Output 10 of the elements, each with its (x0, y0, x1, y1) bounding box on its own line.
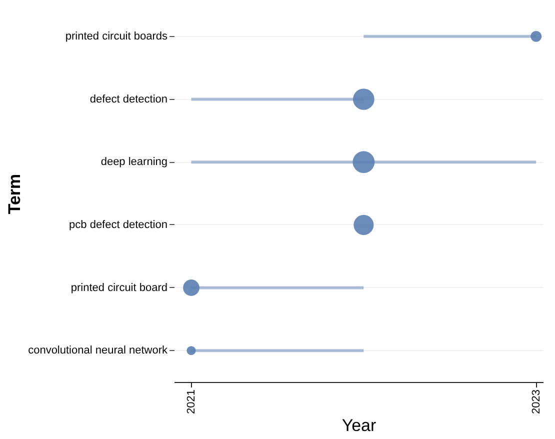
y-tick-label: printed circuit boards (65, 30, 168, 42)
x-axis-title: Year (342, 416, 377, 435)
y-tick-label: deep learning (100, 156, 168, 168)
y-axis-title: Term (5, 174, 24, 214)
y-tick-label: defect detection (90, 93, 168, 106)
y-tick-label: pcb defect detection (69, 218, 168, 231)
x-tick-label: 2023 (530, 390, 543, 414)
y-tick-label: printed circuit board (70, 282, 168, 294)
x-tick-label: 2021 (186, 390, 198, 414)
y-tick-label: convolutional neural network (28, 344, 168, 357)
